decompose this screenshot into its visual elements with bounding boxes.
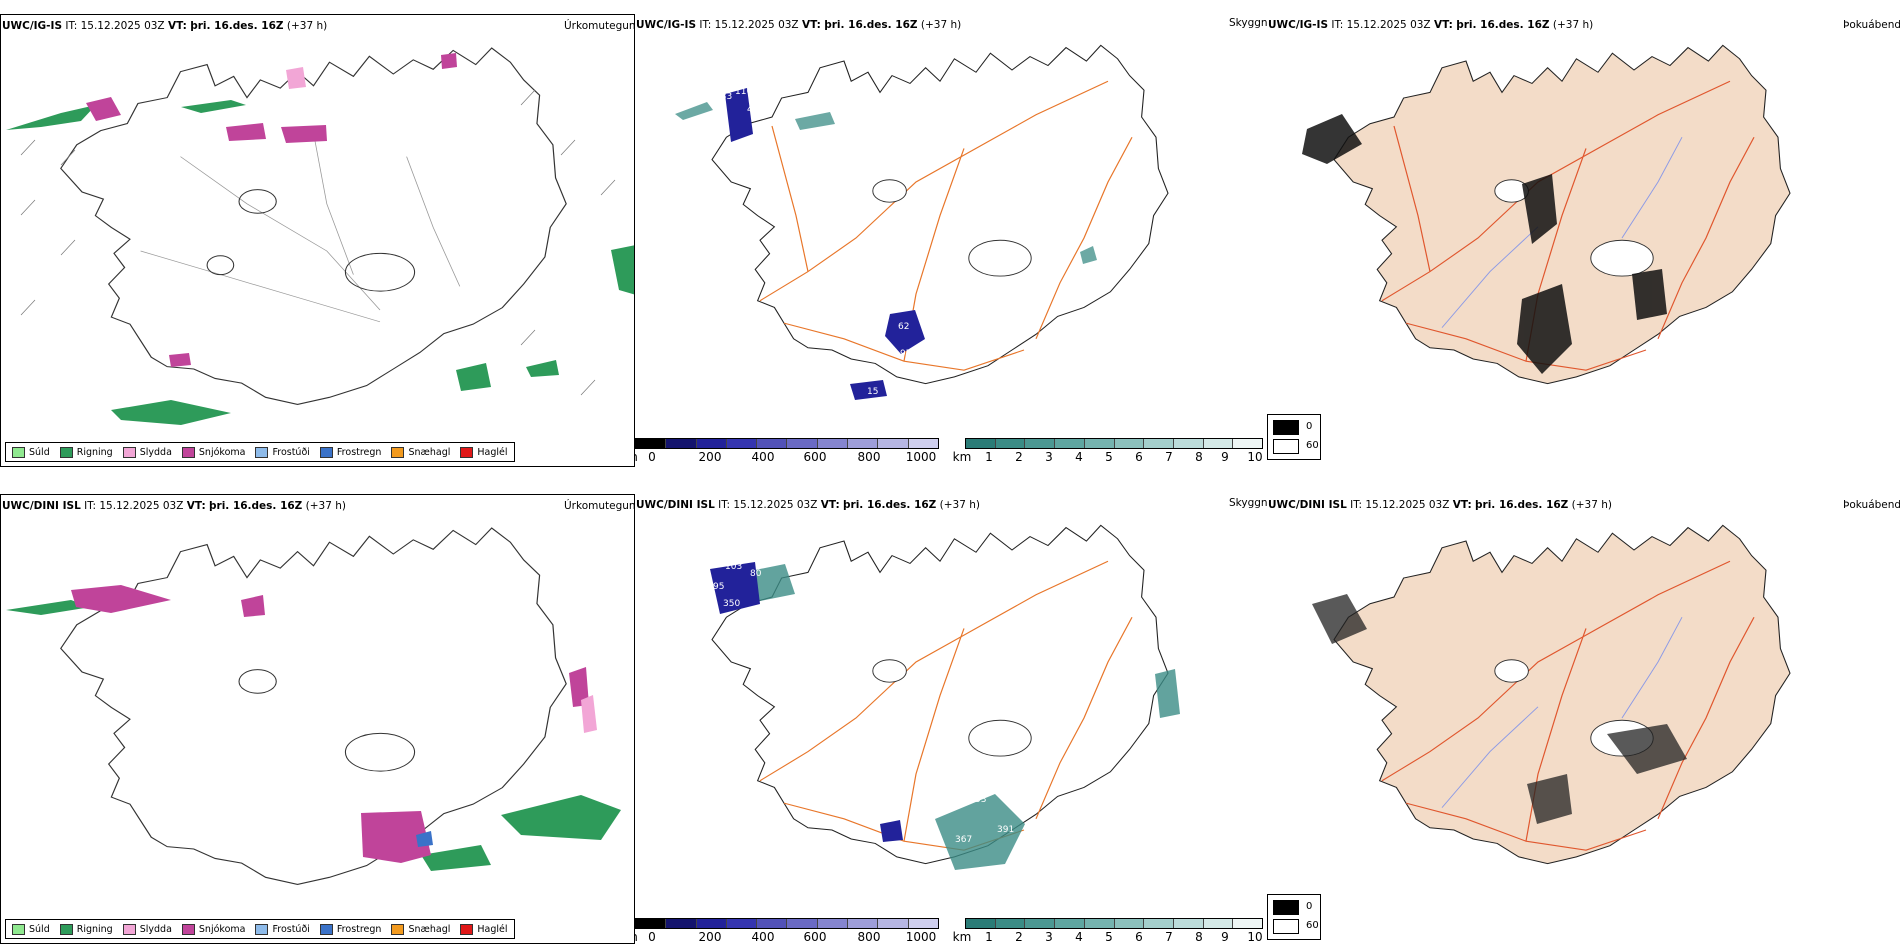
legend-item-freezing-rain: Frostregn	[319, 446, 381, 458]
panel-title: Þokuábendi	[1843, 19, 1900, 31]
visibility-panel-row1: UWC/IG-IS IT: 15.12.2025 03Z VT: þri. 16…	[635, 14, 1267, 467]
vis-label: 233	[715, 92, 732, 102]
vis-label: 137	[775, 87, 792, 97]
panel-header: UWC/DINI ISL IT: 15.12.2025 03Z VT: þri.…	[2, 500, 346, 512]
panel-title: Úrkomutegund	[564, 500, 635, 512]
fog-legend: 0 60	[1267, 414, 1321, 460]
vis-label: 116	[735, 87, 752, 97]
precip-map	[6, 527, 621, 886]
vis-label: 119	[753, 613, 770, 623]
fog-map	[1312, 524, 1791, 865]
legend-item-freezing-drizzle: Frostúði	[255, 923, 310, 935]
legend-item-snow: Snjókoma	[181, 923, 245, 935]
panel-title: Skyggni	[1229, 497, 1267, 509]
legend-item-drizzle: Súld	[12, 923, 50, 935]
fog-map	[1302, 44, 1791, 385]
legend-item-sleet: Slydda	[122, 446, 172, 458]
precip-type-panel-row1: UWC/IG-IS IT: 15.12.2025 03Z VT: þri. 16…	[0, 14, 635, 467]
vis-label: 367	[955, 835, 972, 845]
legend-item-sleet: Slydda	[122, 923, 172, 935]
panel-header: UWC/IG-IS IT: 15.12.2025 03Z VT: þri. 16…	[1268, 19, 1594, 31]
vis-label: 48	[747, 105, 759, 115]
visibility-panel-row2: UWC/DINI ISL IT: 15.12.2025 03Z VT: þri.…	[635, 494, 1267, 944]
visibility-km-colorbar: km 1 2 3 4 5 6 7 8 9 10	[953, 918, 1263, 944]
visibility-km-colorbar: km 1 2 3 4 5 6 7 8 9 10	[953, 438, 1263, 464]
visibility-map: 103 80 95 350 119 367 391 53	[710, 524, 1180, 870]
legend-item-hail: Haglél	[460, 446, 508, 458]
legend-item-rain: Rigning	[59, 923, 113, 935]
visibility-m-colorbar: m 0 200 400 600 800 1000	[635, 918, 939, 944]
precip-map	[6, 47, 634, 425]
legend-item-freezing-drizzle: Frostúði	[255, 446, 310, 458]
panel-header: UWC/DINI ISL IT: 15.12.2025 03Z VT: þri.…	[1268, 499, 1612, 511]
vis-label: 15	[867, 387, 878, 397]
panel-title: Úrkomutegund	[564, 20, 635, 32]
panel-header: UWC/IG-IS IT: 15.12.2025 03Z VT: þri. 16…	[636, 19, 962, 31]
legend-item-drizzle: Súld	[12, 446, 50, 458]
fog-panel-row2: UWC/DINI ISL IT: 15.12.2025 03Z VT: þri.…	[1267, 494, 1900, 944]
visibility-map: 233 116 48 137 120 62 97 15	[675, 44, 1169, 400]
legend-item-snow: Snjókoma	[181, 446, 245, 458]
vis-label: 103	[725, 562, 742, 572]
legend-item-snow-pellets: Snæhagl	[391, 446, 450, 458]
visibility-m-colorbar: m 0 200 400 600 800 1000	[635, 438, 939, 464]
panel-title: Þokuábendi	[1843, 499, 1900, 511]
vis-label: 350	[723, 599, 740, 609]
vis-label: 120	[735, 147, 752, 157]
fog-panel-row1: UWC/IG-IS IT: 15.12.2025 03Z VT: þri. 16…	[1267, 14, 1900, 467]
panel-title: Skyggni	[1229, 17, 1267, 29]
vis-label: 95	[713, 582, 724, 592]
precip-type-legend: Súld Rigning Slydda Snjókoma Frostúði Fr…	[5, 442, 515, 462]
legend-item-rain: Rigning	[59, 446, 113, 458]
precip-type-legend: Súld Rigning Slydda Snjókoma Frostúði Fr…	[5, 919, 515, 939]
vis-label: 62	[898, 322, 909, 332]
panel-header: UWC/DINI ISL IT: 15.12.2025 03Z VT: þri.…	[636, 499, 980, 511]
vis-label: 53	[975, 795, 986, 805]
vis-label: 80	[750, 569, 762, 579]
panel-header: UWC/IG-IS IT: 15.12.2025 03Z VT: þri. 16…	[2, 20, 328, 32]
legend-item-hail: Haglél	[460, 923, 508, 935]
vis-label: 391	[997, 825, 1014, 835]
fog-legend: 0 60	[1267, 894, 1321, 940]
vis-label: 97	[900, 349, 911, 359]
precip-type-panel-row2: UWC/DINI ISL IT: 15.12.2025 03Z VT: þri.…	[0, 494, 635, 944]
legend-item-snow-pellets: Snæhagl	[391, 923, 450, 935]
legend-item-freezing-rain: Frostregn	[319, 923, 381, 935]
